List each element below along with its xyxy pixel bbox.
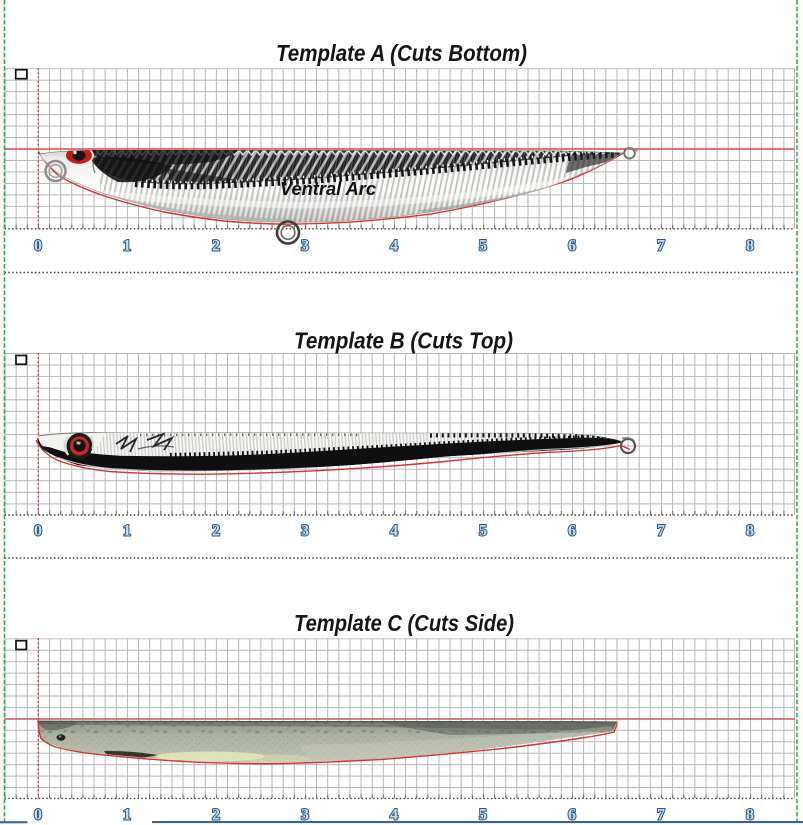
svg-text:3: 3 — [301, 807, 309, 824]
svg-text:5: 5 — [479, 523, 487, 540]
svg-text:6: 6 — [568, 523, 576, 540]
svg-text:Ventral Arc: Ventral Arc — [280, 179, 376, 199]
svg-text:2: 2 — [212, 807, 220, 824]
svg-text:8: 8 — [746, 238, 754, 255]
svg-text:Template A (Cuts Bottom): Template A (Cuts Bottom) — [276, 40, 527, 66]
svg-text:0: 0 — [34, 238, 42, 255]
svg-text:0: 0 — [34, 807, 42, 824]
svg-text:1: 1 — [123, 523, 131, 540]
svg-text:4: 4 — [390, 523, 398, 540]
svg-text:6: 6 — [568, 238, 576, 255]
svg-text:Template B (Cuts Top): Template B (Cuts Top) — [294, 328, 513, 354]
svg-text:Template C (Cuts Side): Template C (Cuts Side) — [294, 610, 514, 636]
svg-text:5: 5 — [479, 807, 487, 824]
svg-text:7: 7 — [657, 238, 665, 255]
svg-text:1: 1 — [123, 238, 131, 255]
svg-text:2: 2 — [212, 238, 220, 255]
svg-text:5: 5 — [479, 238, 487, 255]
svg-text:6: 6 — [568, 807, 576, 824]
svg-text:1: 1 — [123, 807, 131, 824]
svg-text:4: 4 — [390, 238, 398, 255]
svg-text:3: 3 — [301, 238, 309, 255]
svg-text:3: 3 — [301, 523, 309, 540]
svg-text:0: 0 — [34, 523, 42, 540]
svg-text:2: 2 — [212, 523, 220, 540]
svg-text:7: 7 — [657, 523, 665, 540]
svg-text:7: 7 — [657, 807, 665, 824]
svg-text:8: 8 — [746, 807, 754, 824]
svg-text:8: 8 — [746, 523, 754, 540]
svg-text:4: 4 — [390, 807, 398, 824]
